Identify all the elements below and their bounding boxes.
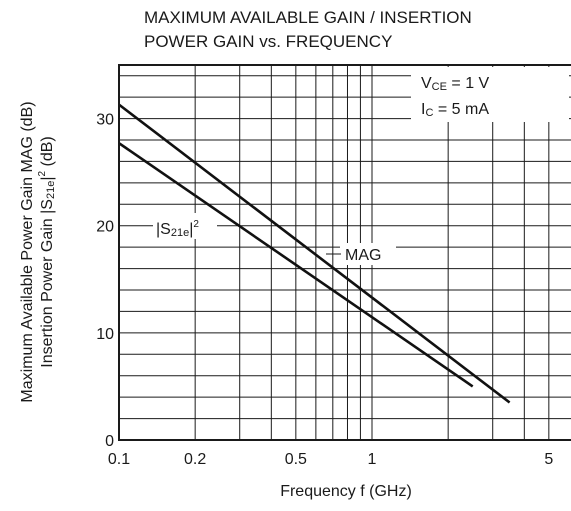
mag-label-background <box>340 243 396 265</box>
x-axis-label: Frequency f (GHz) <box>280 483 412 500</box>
x-tick-label: 0.1 <box>108 451 130 468</box>
plot-frame <box>118 64 571 441</box>
y-axis-label-line-2: Insertion Power Gain |S21e|2 (dB) <box>37 136 57 367</box>
x-tick-label: 0.5 <box>285 451 307 468</box>
s21e-series-label: |S21e|2 <box>156 219 199 239</box>
series <box>118 103 511 404</box>
y-tick-label: 0 <box>105 433 114 450</box>
y-tick-label: 10 <box>96 326 114 343</box>
y-tick-label: 30 <box>96 112 114 129</box>
x-tick-label: 5 <box>544 451 553 468</box>
s21e-series-line <box>118 142 474 388</box>
mag-series-line <box>118 103 511 404</box>
s21e-label-background <box>153 213 217 239</box>
tick-labels: 0.1 0.2 0.5 1 5 0 10 20 30 <box>96 112 553 468</box>
y-axis-label-line-1: Maximum Available Power Gain MAG (dB) <box>19 101 36 402</box>
chart-title-line-1: MAXIMUM AVAILABLE GAIN / INSERTION <box>144 8 472 27</box>
y-tick-label: 20 <box>96 219 114 236</box>
x-tick-label: 0.2 <box>184 451 206 468</box>
condition-ic: IC = 5 mA <box>421 101 489 119</box>
mag-series-label: MAG <box>345 247 381 264</box>
condition-vce: VCE = 1 V <box>421 75 490 93</box>
chart-title-line-2: POWER GAIN vs. FREQUENCY <box>144 32 392 51</box>
conditions-box <box>411 67 569 122</box>
x-tick-label: 1 <box>368 451 377 468</box>
